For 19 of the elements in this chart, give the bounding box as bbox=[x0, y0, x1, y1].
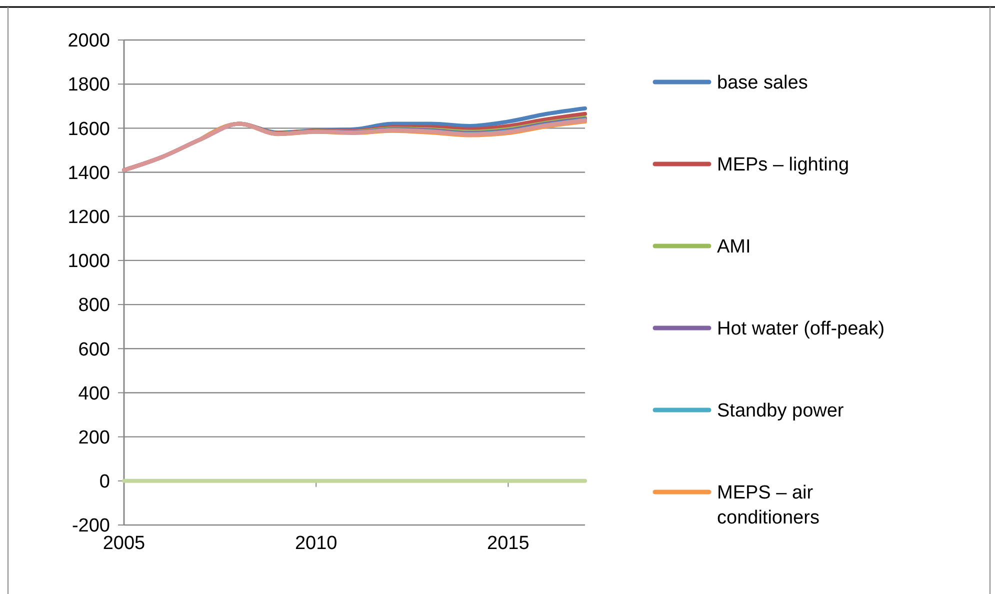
y-tick-label: 1800 bbox=[68, 74, 110, 96]
legend-label: MEPs – lighting bbox=[717, 154, 850, 176]
y-tick-label: 600 bbox=[78, 339, 110, 360]
legend-label: Standby power bbox=[717, 400, 844, 422]
legend-label: Hot water (off-peak) bbox=[717, 318, 885, 340]
y-tick-label: 0 bbox=[99, 472, 110, 493]
y-tick-label: 400 bbox=[78, 383, 110, 404]
y-tick-label: 200 bbox=[78, 427, 110, 448]
y-tick-label: 1200 bbox=[68, 207, 110, 228]
y-tick-label: 1600 bbox=[68, 118, 110, 140]
y-tick-label: 1000 bbox=[68, 251, 110, 272]
legend-label: MEPS – air conditioners bbox=[717, 482, 820, 528]
y-tick-label: 2000 bbox=[68, 30, 110, 52]
legend-label: base sales bbox=[717, 72, 808, 94]
x-tick-label: 2010 bbox=[294, 533, 338, 554]
legend-label: AMI bbox=[717, 236, 751, 258]
y-tick-label: 800 bbox=[78, 295, 110, 316]
x-tick-label: 2015 bbox=[487, 533, 530, 554]
y-tick-label: 1400 bbox=[68, 162, 110, 184]
